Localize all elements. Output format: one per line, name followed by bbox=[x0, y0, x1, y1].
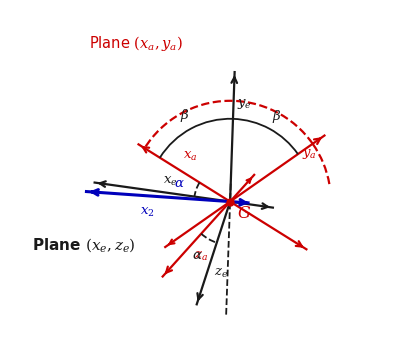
Text: $G$: $G$ bbox=[237, 205, 251, 221]
Text: $y_e$: $y_e$ bbox=[237, 98, 252, 112]
Text: $z_a$: $z_a$ bbox=[193, 250, 208, 263]
Text: $\beta$: $\beta$ bbox=[180, 107, 189, 124]
Text: Plane $(x_a, y_a)$: Plane $(x_a, y_a)$ bbox=[90, 34, 183, 53]
Text: $x_e$: $x_e$ bbox=[163, 175, 177, 188]
Text: $x_2$: $x_2$ bbox=[140, 206, 155, 219]
Text: $\alpha$: $\alpha$ bbox=[192, 249, 203, 262]
Text: Plane $(x_e, z_e)$: Plane $(x_e, z_e)$ bbox=[32, 236, 136, 254]
Text: $\beta$: $\beta$ bbox=[272, 108, 281, 125]
Text: $y_a$: $y_a$ bbox=[301, 147, 317, 161]
Text: $x_a$: $x_a$ bbox=[183, 150, 198, 163]
Text: $z_e$: $z_e$ bbox=[214, 267, 228, 280]
Text: $\alpha$: $\alpha$ bbox=[174, 177, 185, 190]
